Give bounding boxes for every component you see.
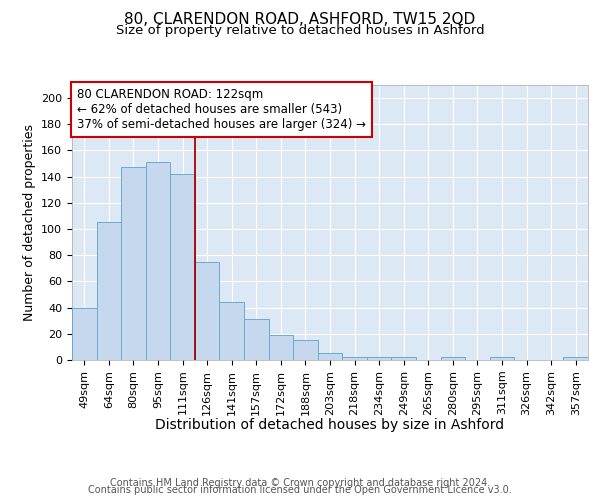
Bar xyxy=(195,262,220,360)
Text: Contains public sector information licensed under the Open Government Licence v3: Contains public sector information licen… xyxy=(88,485,512,495)
Bar xyxy=(269,335,293,360)
Bar xyxy=(293,340,318,360)
Bar xyxy=(244,320,269,360)
X-axis label: Distribution of detached houses by size in Ashford: Distribution of detached houses by size … xyxy=(155,418,505,432)
Bar xyxy=(72,308,97,360)
Bar xyxy=(490,358,514,360)
Bar xyxy=(367,358,391,360)
Bar xyxy=(121,168,146,360)
Bar xyxy=(146,162,170,360)
Text: Size of property relative to detached houses in Ashford: Size of property relative to detached ho… xyxy=(116,24,484,37)
Bar xyxy=(342,358,367,360)
Bar xyxy=(563,358,588,360)
Bar xyxy=(440,358,465,360)
Bar xyxy=(220,302,244,360)
Bar xyxy=(170,174,195,360)
Text: Contains HM Land Registry data © Crown copyright and database right 2024.: Contains HM Land Registry data © Crown c… xyxy=(110,478,490,488)
Y-axis label: Number of detached properties: Number of detached properties xyxy=(23,124,35,321)
Bar xyxy=(318,354,342,360)
Bar xyxy=(97,222,121,360)
Text: 80, CLARENDON ROAD, ASHFORD, TW15 2QD: 80, CLARENDON ROAD, ASHFORD, TW15 2QD xyxy=(124,12,476,28)
Bar xyxy=(391,358,416,360)
Text: 80 CLARENDON ROAD: 122sqm
← 62% of detached houses are smaller (543)
37% of semi: 80 CLARENDON ROAD: 122sqm ← 62% of detac… xyxy=(77,88,366,130)
